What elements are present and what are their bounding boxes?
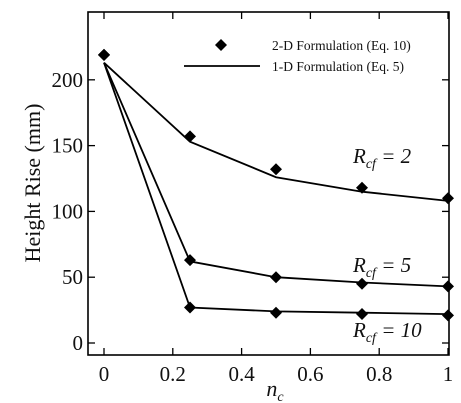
y-axis-title: Height Rise (mm) [20, 104, 45, 263]
annotation-prefix: R [352, 318, 366, 342]
data-point [356, 308, 368, 321]
y-tick-label: 0 [73, 331, 84, 355]
x-tick-label: 1 [443, 362, 454, 386]
annotation-subscript: cf [366, 331, 378, 346]
annotation-suffix: = 5 [376, 253, 411, 277]
y-tick-label: 100 [52, 199, 84, 223]
series-line [103, 62, 449, 202]
data-point [270, 306, 282, 319]
data-point [184, 301, 196, 314]
data-point [184, 130, 196, 143]
annotation-prefix: R [352, 253, 366, 277]
annotation-prefix: R [352, 144, 366, 168]
annotation-subscript: cf [366, 266, 378, 281]
x-tick-label: 0.4 [228, 362, 255, 386]
x-tick-label: 0 [99, 362, 110, 386]
y-tick-label: 200 [52, 68, 84, 92]
x-axis-title-main: n [266, 376, 277, 401]
series-annotation: Rcf = 10 [352, 318, 422, 346]
x-tick-label: 0.8 [366, 362, 392, 386]
x-tick-label: 0.2 [160, 362, 186, 386]
data-point [270, 271, 282, 284]
series-annotation: Rcf = 2 [352, 144, 412, 172]
data-point [356, 277, 368, 290]
x-axis-title: nc [266, 376, 284, 403]
y-tick-label: 150 [52, 134, 84, 158]
series-annotation: Rcf = 5 [352, 253, 411, 281]
x-axis-title-sub: c [277, 390, 284, 403]
data-point [442, 192, 454, 205]
data-point [98, 48, 110, 61]
data-point [442, 309, 454, 322]
data-point [442, 280, 454, 293]
legend-label: 1-D Formulation (Eq. 5) [272, 59, 404, 74]
data-point [270, 163, 282, 176]
x-tick-label: 0.6 [297, 362, 323, 386]
plot-frame [87, 11, 450, 356]
annotation-subscript: cf [366, 157, 378, 172]
legend-label: 2-D Formulation (Eq. 10) [272, 38, 411, 53]
annotation-suffix: = 10 [376, 318, 422, 342]
legend-diamond-marker [215, 39, 227, 51]
y-tick-label: 50 [62, 265, 83, 289]
data-point [184, 254, 196, 267]
data-point [356, 181, 368, 194]
annotation-suffix: = 2 [376, 144, 412, 168]
